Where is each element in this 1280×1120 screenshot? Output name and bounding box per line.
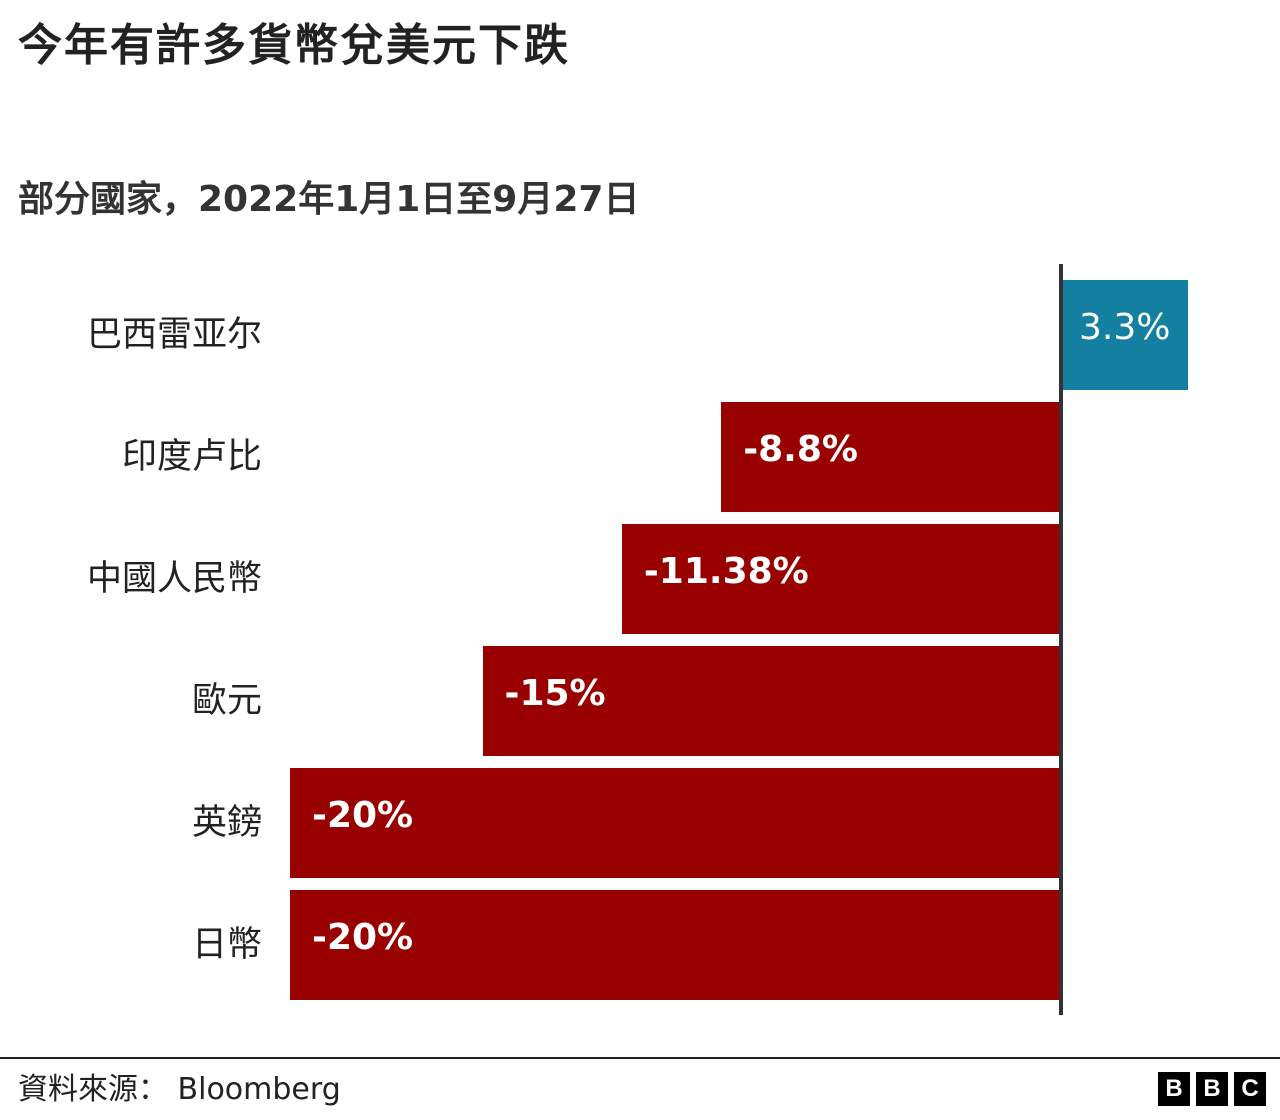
bar-value-label: -20% (312, 795, 414, 836)
row-label: 中國人民幣 (86, 559, 262, 599)
bar-value-label: -11.38% (643, 551, 809, 592)
bar-positive: 3.3% (1063, 280, 1188, 390)
bbc-logo-letter: B (1196, 1072, 1228, 1106)
bar-value-label: -20% (312, 917, 414, 958)
bar-negative: -20% (290, 890, 1060, 1000)
bar-negative: -11.38% (621, 524, 1060, 634)
row-label: 英鎊 (191, 803, 262, 843)
row-label: 巴西雷亚尔 (86, 315, 262, 355)
bar-negative: -8.8% (721, 402, 1060, 512)
source-note: 資料來源： Bloomberg (18, 1072, 341, 1107)
chart-title: 今年有許多貨幣兌美元下跌 (18, 20, 570, 71)
row-label: 印度卢比 (121, 437, 262, 477)
bar-negative: -15% (482, 646, 1060, 756)
zero-axis-line (1059, 264, 1063, 1015)
bbc-logo-letter: B (1158, 1072, 1190, 1106)
footer-divider (0, 1057, 1280, 1059)
chart-subtitle: 部分國家，2022年1月1日至9月27日 (18, 179, 640, 220)
row-label: 日幣 (191, 925, 262, 965)
bbc-logo: B B C (1158, 1072, 1266, 1106)
row-label: 歐元 (191, 681, 262, 721)
bar-value-label: -8.8% (743, 429, 858, 470)
bbc-logo-letter: C (1234, 1072, 1266, 1106)
bar-value-label: -15% (504, 673, 606, 714)
bar-chart: 巴西雷亚尔 3.3% 印度卢比 -8.8% 中國人民幣 -11.38% 歐元 -15% 英鎊 -2… (86, 280, 1188, 1000)
bar-value-label: 3.3% (1079, 307, 1171, 348)
bar-negative: -20% (290, 768, 1060, 878)
